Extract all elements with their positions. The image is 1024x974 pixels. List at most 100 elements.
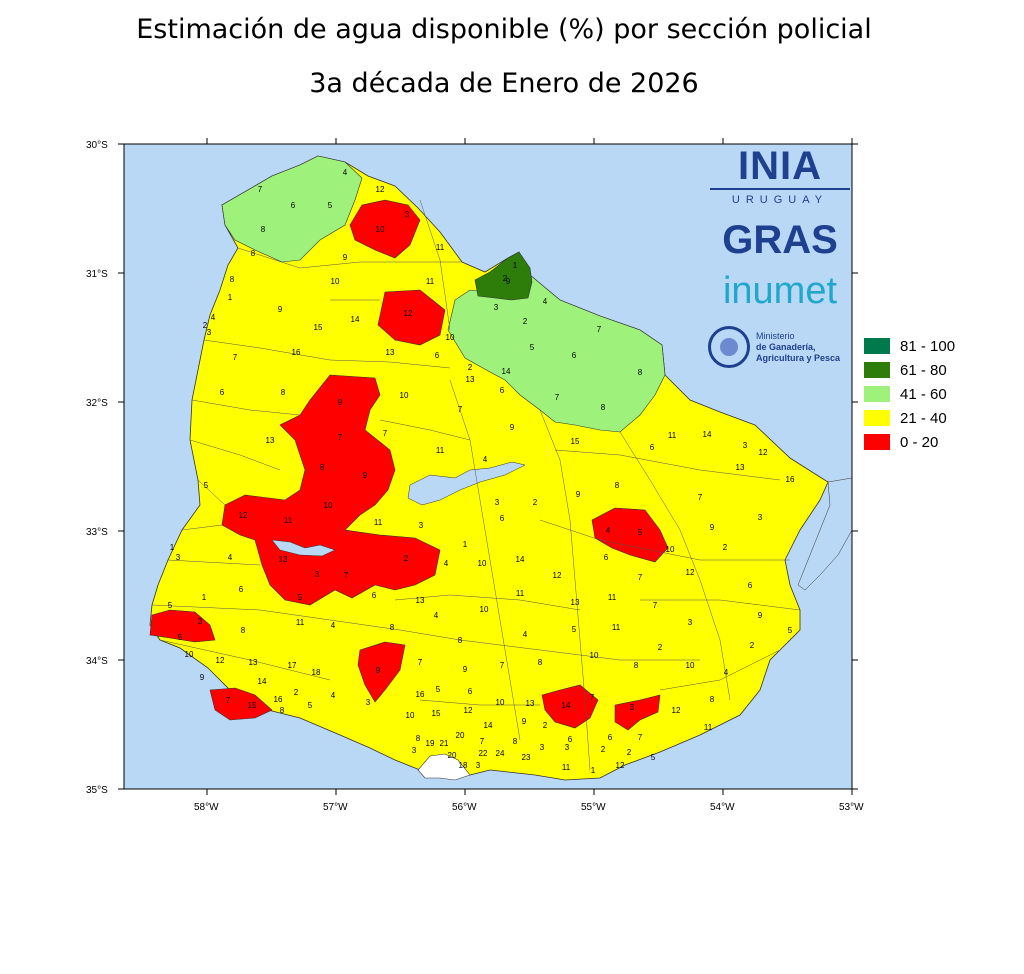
section-number: 6 — [608, 733, 613, 742]
section-number: 8 — [320, 463, 325, 472]
section-number: 7 — [638, 573, 643, 582]
map-title: Estimación de agua disponible (%) por se… — [136, 14, 872, 45]
lat-tick-35: 35°S — [86, 785, 108, 796]
section-number: 10 — [185, 650, 194, 659]
section-number: 11 — [668, 431, 677, 440]
section-number: 14 — [516, 555, 525, 564]
section-number: 12 — [404, 309, 413, 318]
section-number: 1 — [591, 766, 596, 775]
section-number: 6 — [568, 735, 573, 744]
section-number: 12 — [686, 568, 695, 577]
legend-swatch — [864, 338, 890, 354]
mgap-text: Ministerio de Ganadería, Agricultura y P… — [756, 331, 840, 364]
section-number: 4 — [543, 297, 548, 306]
section-number: 1 — [202, 593, 207, 602]
section-number: 11 — [608, 593, 617, 602]
section-number: 10 — [686, 661, 695, 670]
montevideo-area — [417, 753, 471, 781]
section-number: 18 — [459, 761, 468, 770]
section-number: 2 — [503, 274, 508, 283]
section-number: 9 — [522, 717, 527, 726]
section-number: 10 — [331, 277, 340, 286]
section-number: 13 — [466, 375, 475, 384]
section-number: 7 — [698, 493, 703, 502]
section-number: 7 — [555, 393, 560, 402]
section-number: 8 — [230, 275, 235, 284]
section-number: 3 — [315, 570, 320, 579]
section-number: 5 — [530, 343, 535, 352]
section-number: 10 — [376, 225, 385, 234]
section-number: 11 — [284, 516, 293, 525]
section-number: 4 — [331, 621, 336, 630]
legend-swatch — [864, 410, 890, 426]
mgap-seal-icon — [708, 326, 750, 368]
section-number: 13 — [249, 658, 258, 667]
section-number: 14 — [562, 701, 571, 710]
gras-logo: GRAS — [722, 218, 838, 262]
inia-logo: INIA — [738, 144, 822, 188]
lat-tick-34: 34°S — [86, 656, 108, 667]
section-number: 10 — [590, 651, 599, 660]
section-number: 4 — [606, 526, 611, 535]
section-number: 4 — [434, 611, 439, 620]
section-number: 8 — [710, 695, 715, 704]
lon-tick-58: 58°W — [194, 802, 219, 813]
lat-tick-32: 32°S — [86, 398, 108, 409]
section-number: 9 — [343, 253, 348, 262]
section-number: 10 — [324, 501, 333, 510]
section-number: 9 — [376, 666, 381, 675]
lat-axis: 30°S 31°S 32°S 33°S 34°S 35°S — [86, 140, 858, 796]
lon-tick-53: 53°W — [839, 802, 864, 813]
section-number: 11 — [562, 763, 571, 772]
section-number: 12 — [216, 656, 225, 665]
section-number: 2 — [468, 363, 473, 372]
section-number: 9 — [758, 611, 763, 620]
section-number: 20 — [448, 751, 457, 760]
red-north-tacuarembo — [349, 199, 421, 259]
section-number: 7 — [458, 405, 463, 414]
section-number: 2 — [601, 745, 606, 754]
section-number: 13 — [386, 348, 395, 357]
section-number: 2 — [750, 641, 755, 650]
region-41-60-northeast — [447, 274, 666, 433]
section-number: 13 — [571, 598, 580, 607]
section-number: 10 — [478, 559, 487, 568]
section-number: 8 — [615, 481, 620, 490]
map-frame — [123, 143, 853, 790]
section-number: 13 — [279, 555, 288, 564]
lat-tick-33: 33°S — [86, 527, 108, 538]
legend-label: 21 - 40 — [900, 409, 947, 427]
section-number: 11 — [374, 518, 383, 527]
section-number: 2 — [294, 688, 299, 697]
section-number: 8 — [241, 626, 246, 635]
section-number: 2 — [404, 554, 409, 563]
section-number: 11 — [436, 243, 445, 252]
section-number: 6 — [572, 351, 577, 360]
legend-item-61-80: 61 - 80 — [864, 358, 955, 382]
section-number: 5 — [204, 481, 209, 490]
section-number: 2 — [533, 498, 538, 507]
section-number: 2 — [658, 643, 663, 652]
section-number: 6 — [650, 443, 655, 452]
red-west-coast — [149, 609, 216, 643]
mgap-logo: Ministerio de Ganadería, Agricultura y P… — [708, 326, 852, 368]
lon-tick-54: 54°W — [710, 802, 735, 813]
map-subtitle: 3a década de Enero de 2026 — [309, 68, 699, 99]
section-number: 7 — [418, 658, 423, 667]
section-number: 15 — [314, 323, 323, 332]
section-number: 20 — [456, 731, 465, 740]
section-number: 3 — [176, 553, 181, 562]
section-number: 8 — [634, 661, 639, 670]
lon-tick-56: 56°W — [452, 802, 477, 813]
section-number: 3 — [476, 761, 481, 770]
section-number: 8 — [638, 368, 643, 377]
section-number: 22 — [479, 749, 488, 758]
lon-tick-57: 57°W — [323, 802, 348, 813]
section-number: 12 — [553, 571, 562, 580]
red-central-large — [221, 374, 441, 606]
section-number: 16 — [292, 348, 301, 357]
section-number: 2 — [523, 317, 528, 326]
section-number: 7 — [597, 325, 602, 334]
section-number: 7 — [480, 737, 485, 746]
